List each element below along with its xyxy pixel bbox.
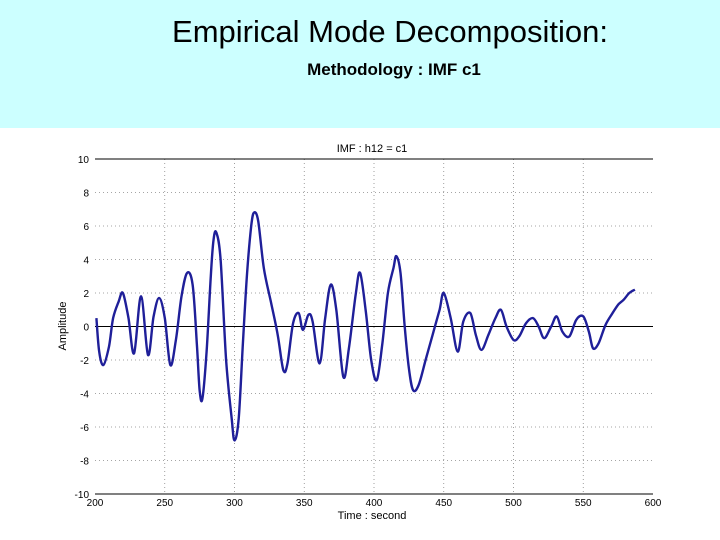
x-tick-label: 350 (296, 498, 313, 509)
slide-header: Empirical Mode Decomposition: Methodolog… (0, 0, 720, 128)
x-axis-label: Time : second (338, 510, 407, 522)
grid-lines (95, 159, 653, 494)
y-tick-label: -2 (80, 356, 89, 367)
x-tick-label: 200 (87, 498, 104, 509)
slide-subtitle: Methodology : IMF c1 (307, 60, 481, 79)
y-tick-label: 8 (83, 189, 89, 200)
slide-title: Empirical Mode Decomposition: (172, 14, 608, 49)
y-tick-label: 2 (83, 289, 89, 300)
plot-axes (95, 158, 653, 495)
y-tick-label: -8 (80, 457, 89, 468)
y-tick-label: -6 (80, 423, 89, 434)
x-tick-label: 300 (226, 498, 243, 509)
x-tick-label: 450 (435, 498, 452, 509)
plot-lines (95, 211, 653, 442)
y-tick-labels: 10 8 6 4 2 0 -2 -4 -6 -8 -10 (75, 155, 90, 501)
y-tick-label: 10 (78, 155, 90, 166)
y-tick-label: 4 (83, 256, 89, 267)
x-tick-label: 250 (156, 498, 173, 509)
y-tick-label: 0 (83, 323, 89, 334)
x-tick-label: 600 (645, 498, 662, 509)
imf-series-line (95, 211, 636, 442)
x-tick-label: 550 (575, 498, 592, 509)
y-tick-label: -10 (75, 490, 90, 501)
y-axis-label: Amplitude (57, 302, 69, 351)
x-tick-labels: 200 250 300 350 400 450 500 550 600 (87, 498, 662, 509)
chart-title: IMF : h12 = c1 (337, 143, 408, 155)
y-tick-label: -4 (80, 390, 89, 401)
y-tick-label: 6 (83, 222, 89, 233)
x-tick-label: 400 (366, 498, 383, 509)
x-tick-label: 500 (505, 498, 522, 509)
